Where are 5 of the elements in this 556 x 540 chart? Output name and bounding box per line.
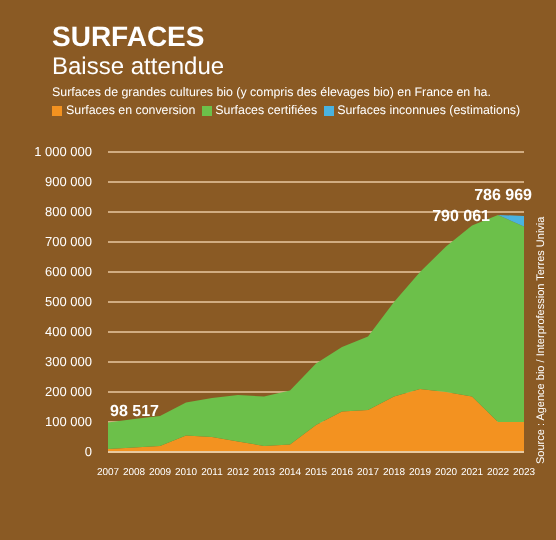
chart-subtitle: Baisse attendue [52, 52, 225, 80]
annotation: 790 061 [432, 206, 492, 225]
annotation: 786 969 [474, 185, 534, 204]
annotation: 98 517 [110, 402, 161, 421]
chart-title: SURFACES [52, 20, 205, 52]
